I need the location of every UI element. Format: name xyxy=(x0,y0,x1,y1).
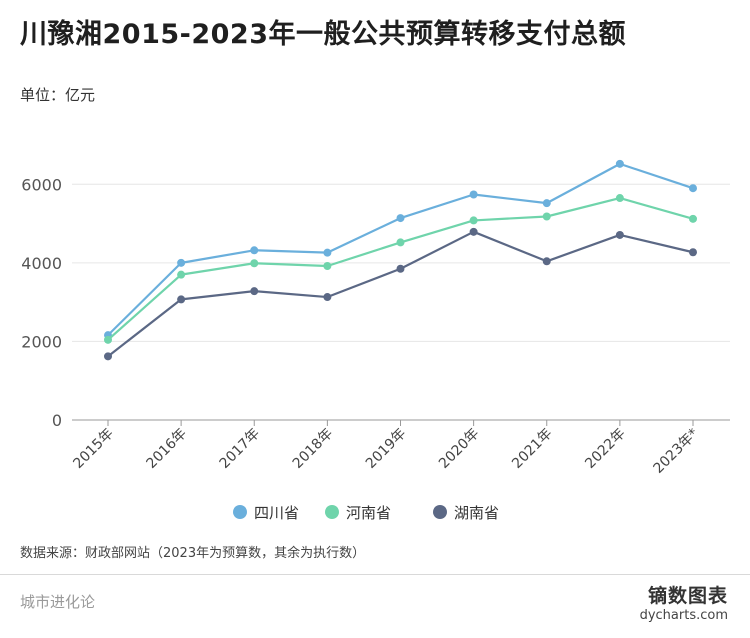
data-point xyxy=(177,270,186,279)
data-point xyxy=(104,335,112,344)
y-tick-label: 0 xyxy=(52,411,62,430)
brand-logo-right: 镝数图表 dycharts.com xyxy=(640,581,728,623)
x-tick-label: 2017年 xyxy=(217,426,263,472)
x-tick-label: 2019年 xyxy=(363,426,409,472)
legend-label: 河南省 xyxy=(346,504,391,522)
x-tick-label: 2022年 xyxy=(582,426,628,472)
y-axis-ticks: 0 2000 4000 6000 xyxy=(21,175,62,430)
data-point xyxy=(615,159,624,168)
data-point xyxy=(396,264,405,273)
data-point xyxy=(542,199,551,208)
unit-label: 单位：亿元 xyxy=(20,86,96,104)
legend-item: 湖南省 xyxy=(433,504,499,522)
legend-label: 湖南省 xyxy=(454,504,499,522)
x-tick-label: 2020年 xyxy=(436,426,482,472)
data-point xyxy=(177,258,186,267)
brand-url: dycharts.com xyxy=(639,608,728,623)
data-point xyxy=(396,214,405,223)
y-tick-label: 6000 xyxy=(21,175,62,194)
data-point xyxy=(689,248,697,257)
data-point xyxy=(469,190,478,199)
series-line xyxy=(107,230,694,358)
legend-swatch xyxy=(233,505,247,519)
x-axis-ticks: 2015年 2016年 2017年 2018年 2019年 2020年 2021年 2022年… xyxy=(70,420,702,477)
data-point xyxy=(104,352,112,361)
legend-label: 四川省 xyxy=(254,504,299,522)
data-point xyxy=(250,246,259,255)
data-point xyxy=(615,194,624,203)
data-point xyxy=(689,214,697,223)
data-point xyxy=(250,259,259,268)
data-point xyxy=(469,227,478,236)
data-point xyxy=(250,287,259,296)
series-1 xyxy=(104,159,697,340)
data-point xyxy=(469,216,478,225)
y-tick-label: 4000 xyxy=(21,254,62,273)
data-point xyxy=(396,238,405,247)
chart-title: 川豫湘2015-2023年一般公共预算转移支付总额 xyxy=(20,19,626,50)
series-line xyxy=(107,162,694,336)
x-tick-label: 2015年 xyxy=(70,426,116,472)
series-2 xyxy=(104,194,697,344)
data-point xyxy=(323,262,332,270)
series-3 xyxy=(104,227,697,361)
data-point xyxy=(323,248,332,257)
data-point xyxy=(689,184,697,193)
brand-name-right: 镝数图表 xyxy=(647,585,728,607)
data-point xyxy=(323,293,332,302)
x-tick-label: 2023年* xyxy=(650,426,701,477)
series-lines xyxy=(104,159,697,361)
data-point xyxy=(542,212,551,221)
data-source-note: 数据来源：财政部网站（2023年为预算数，其余为执行数） xyxy=(20,546,366,561)
legend-item: 河南省 xyxy=(325,504,391,522)
legend-item: 四川省 xyxy=(233,504,299,522)
data-point xyxy=(177,295,186,304)
x-tick-label: 2018年 xyxy=(290,426,336,472)
brand-name-left: 城市进化论 xyxy=(20,593,96,611)
x-tick-label: 2016年 xyxy=(144,426,190,472)
legend: 四川省 河南省 湖南省 xyxy=(233,504,499,522)
legend-swatch xyxy=(325,505,339,519)
footer-divider xyxy=(0,574,750,575)
data-point xyxy=(615,230,624,239)
legend-swatch xyxy=(433,505,447,519)
x-tick-label: 2021年 xyxy=(509,426,555,472)
y-tick-label: 2000 xyxy=(21,332,62,351)
data-point xyxy=(542,257,551,266)
